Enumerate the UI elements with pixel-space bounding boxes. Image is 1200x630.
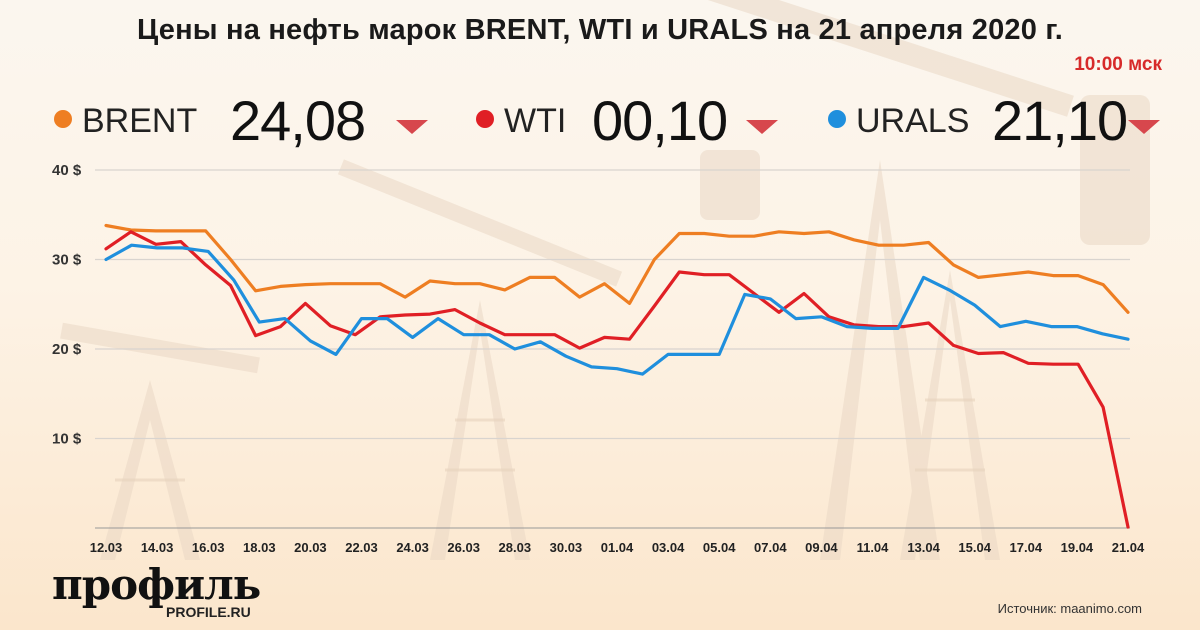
ticker-name: BRENT (82, 102, 198, 140)
x-tick-label: 20.03 (294, 540, 327, 555)
x-tick-label: 15.04 (958, 540, 991, 555)
x-tick-label: 22.03 (345, 540, 378, 555)
y-tick-label: 10 $ (52, 431, 82, 448)
y-tick-label: 20 $ (52, 341, 82, 358)
series-line-brent (104, 223, 1130, 314)
chart-title: Цены на нефть марок BRENT, WTI и URALS н… (137, 14, 1063, 46)
x-tick-label: 24.03 (396, 540, 429, 555)
x-tick-label: 07.04 (754, 540, 787, 555)
ticker-price: 24,08 (230, 89, 366, 152)
ticker-name: WTI (504, 102, 567, 140)
x-tick-label: 18.03 (243, 540, 276, 555)
x-tick-label: 01.04 (601, 540, 634, 555)
ticker-wti: WTI 00,10 (476, 88, 806, 152)
x-tick-label: 12.03 (90, 540, 123, 555)
logo-url: PROFILE.RU (166, 604, 251, 620)
x-tick-label: 17.04 (1010, 540, 1043, 555)
source-credit: Источник: maanimo.com (997, 601, 1142, 616)
series-line-urals (104, 243, 1130, 376)
x-tick-label: 03.04 (652, 540, 685, 555)
x-tick-label: 28.03 (499, 540, 532, 555)
down-arrow-icon (1128, 120, 1160, 134)
wti-legend-dot (476, 110, 494, 128)
ticker-brent: BRENT 24,08 (54, 88, 434, 152)
timestamp-label: 10:00 мск (1074, 54, 1162, 75)
ticker-price: 21,10 (992, 89, 1128, 152)
ticker-name: URALS (856, 102, 970, 140)
line-chart: 10 $ 20 $ 30 $ 40 $ 12.03 14.03 16.03 18.03 20.0… (52, 162, 1145, 555)
profile-logo: профиль (52, 560, 261, 609)
x-tick-label: 16.03 (192, 540, 225, 555)
y-tick-label: 40 $ (52, 162, 82, 179)
x-tick-label: 11.04 (857, 540, 890, 555)
x-tick-label: 09.04 (805, 540, 838, 555)
x-tick-label: 26.03 (447, 540, 480, 555)
x-tick-label: 19.04 (1061, 540, 1094, 555)
x-tick-label: 05.04 (703, 540, 736, 555)
x-tick-label: 30.03 (550, 540, 583, 555)
x-tick-label: 21.04 (1112, 540, 1145, 555)
down-arrow-icon (746, 120, 778, 134)
x-tick-label: 14.03 (141, 540, 174, 555)
down-arrow-icon (396, 120, 428, 134)
series-line-wti (104, 230, 1130, 529)
brent-legend-dot (54, 110, 72, 128)
ticker-urals: URALS 21,10 (828, 88, 1168, 152)
urals-legend-dot (828, 110, 846, 128)
ticker-price: 00,10 (592, 89, 728, 152)
y-tick-label: 30 $ (52, 252, 82, 269)
x-tick-label: 13.04 (907, 540, 940, 555)
